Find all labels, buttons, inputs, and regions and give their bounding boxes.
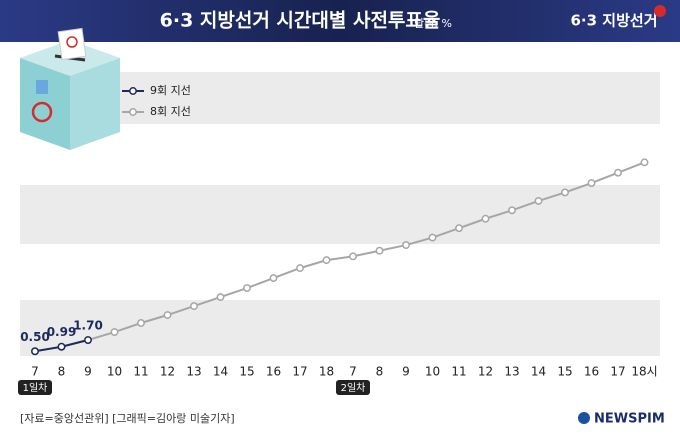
x-tick-label: 13	[186, 365, 201, 379]
value-label: 0.50	[20, 330, 50, 344]
x-tick-label: 8	[58, 365, 66, 379]
legend-label: 9회 지선	[150, 84, 191, 97]
x-tick-label: 7	[31, 365, 39, 379]
x-tick-label: 13	[504, 365, 519, 379]
day-badge	[336, 380, 370, 395]
point	[614, 168, 622, 177]
point	[349, 252, 357, 261]
day-badge	[18, 380, 52, 395]
point	[57, 342, 66, 351]
chart-title: 6·3 지방선거 시간대별 사전투표율	[160, 10, 441, 32]
point	[31, 347, 39, 356]
x-tick-label: 17	[610, 365, 625, 379]
band	[20, 300, 660, 356]
band	[20, 185, 660, 244]
x-tick-label: 12	[478, 365, 493, 379]
point	[455, 224, 463, 233]
x-tick-label: 11	[451, 365, 466, 379]
x-tick-label: 12	[160, 365, 175, 379]
unit-label: 단위: %	[414, 17, 452, 30]
x-tick-label: 16	[584, 365, 599, 379]
header-bar	[0, 0, 680, 42]
brand-logo: NEWSPIM	[594, 412, 665, 427]
point	[640, 158, 649, 167]
brand-icon	[578, 412, 590, 424]
point	[190, 302, 198, 311]
x-tick-label: 7	[349, 365, 357, 379]
point	[561, 188, 569, 197]
band	[20, 72, 660, 124]
header-logo: 6·3 지방선거	[571, 12, 658, 30]
day-label: 1일차	[23, 382, 48, 394]
point	[375, 246, 384, 255]
legend-marker	[129, 87, 137, 95]
x-tick-label: 15	[239, 365, 254, 379]
x-tick-label: 14	[213, 365, 228, 379]
point	[84, 336, 92, 344]
source-note: [자료=중앙선관위] [그래픽=김아랑 미술기자]	[20, 412, 235, 425]
point	[243, 284, 251, 292]
day-label: 2일차	[341, 382, 366, 394]
point	[402, 241, 410, 250]
x-tick-label: 9	[402, 365, 410, 379]
x-tick-label: 9	[84, 365, 92, 379]
legend-marker	[129, 108, 137, 116]
point	[428, 233, 437, 242]
series-line	[34, 161, 645, 353]
logo-dot	[654, 5, 666, 17]
point	[137, 319, 145, 327]
x-tick-label: 15	[557, 365, 572, 379]
point	[216, 293, 225, 302]
point	[481, 214, 490, 223]
x-tick-label: 11	[133, 365, 148, 379]
point	[163, 311, 172, 319]
point	[110, 328, 119, 336]
value-label: 0.99	[47, 325, 77, 339]
x-tick-label: 10	[425, 365, 440, 379]
point	[587, 179, 596, 187]
x-tick-label: 14	[531, 365, 546, 379]
point	[296, 264, 304, 273]
x-tick-label: 8	[376, 365, 384, 379]
legend-label: 8회 지선	[150, 105, 191, 118]
value-label: 1.70	[73, 319, 103, 333]
point	[322, 256, 331, 265]
x-tick-label: 18	[319, 365, 334, 379]
point	[269, 274, 278, 283]
x-tick-label: 16	[266, 365, 281, 379]
ballot-box-illustration	[20, 27, 120, 150]
x-tick-label: 17	[292, 365, 307, 379]
x-tick-label: 10	[107, 365, 122, 379]
x-tick-label: 18시	[631, 365, 657, 379]
point	[534, 196, 543, 205]
point	[508, 206, 516, 215]
